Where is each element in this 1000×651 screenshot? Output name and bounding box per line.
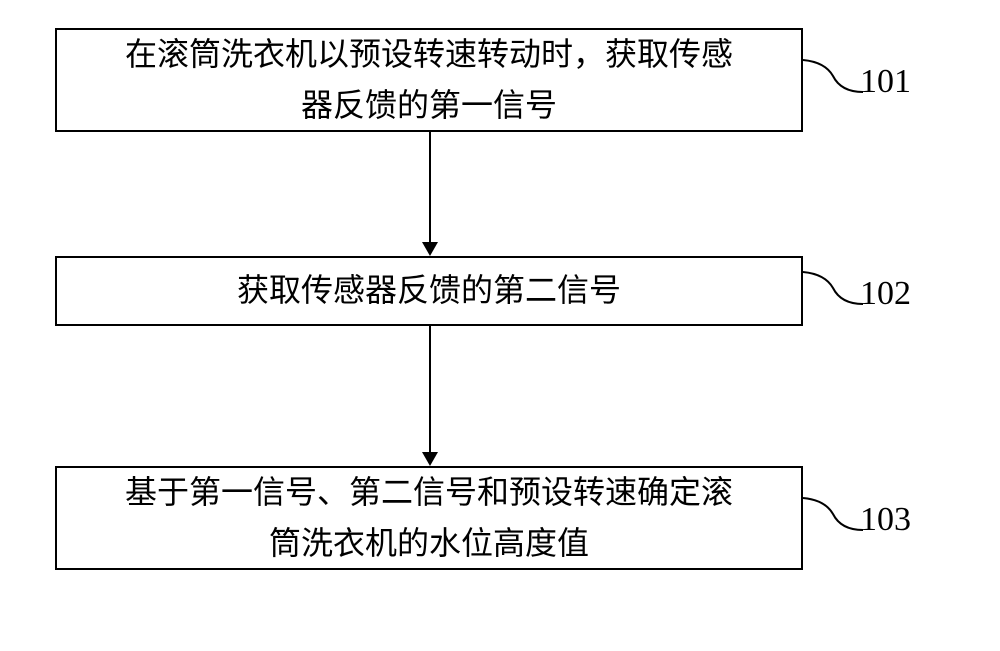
flow-node-1: 在滚筒洗衣机以预设转速转动时，获取传感器反馈的第一信号 bbox=[55, 28, 803, 132]
label-connector-2 bbox=[803, 264, 863, 308]
flow-label-1: 101 bbox=[860, 63, 911, 101]
label-connector-3 bbox=[803, 490, 863, 534]
edge-2-3-arrow bbox=[422, 452, 438, 466]
edge-2-3 bbox=[429, 326, 431, 453]
flow-node-1-text: 在滚筒洗衣机以预设转速转动时，获取传感器反馈的第一信号 bbox=[125, 29, 733, 131]
flow-label-3: 103 bbox=[860, 501, 911, 539]
flowchart-canvas: 在滚筒洗衣机以预设转速转动时，获取传感器反馈的第一信号 101 获取传感器反馈的… bbox=[0, 0, 1000, 651]
flow-node-2-text: 获取传感器反馈的第二信号 bbox=[237, 265, 621, 316]
flow-node-3-text: 基于第一信号、第二信号和预设转速确定滚筒洗衣机的水位高度值 bbox=[125, 467, 733, 569]
edge-1-2-arrow bbox=[422, 242, 438, 256]
flow-node-2: 获取传感器反馈的第二信号 bbox=[55, 256, 803, 326]
flow-node-3: 基于第一信号、第二信号和预设转速确定滚筒洗衣机的水位高度值 bbox=[55, 466, 803, 570]
flow-label-2: 102 bbox=[860, 275, 911, 313]
edge-1-2 bbox=[429, 132, 431, 243]
label-connector-1 bbox=[803, 52, 863, 96]
